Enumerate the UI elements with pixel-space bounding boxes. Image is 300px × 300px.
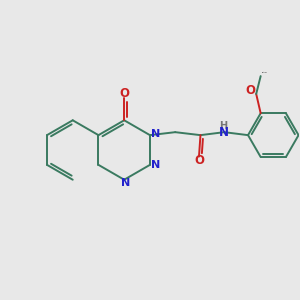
Text: N: N bbox=[219, 126, 229, 139]
Text: N: N bbox=[121, 178, 130, 188]
Text: O: O bbox=[246, 85, 256, 98]
Text: O: O bbox=[194, 154, 204, 167]
Text: N: N bbox=[151, 160, 160, 170]
Text: O: O bbox=[119, 87, 129, 100]
Text: N: N bbox=[151, 129, 160, 139]
Text: Methoxy: Methoxy bbox=[262, 71, 268, 73]
Text: H: H bbox=[219, 121, 227, 130]
